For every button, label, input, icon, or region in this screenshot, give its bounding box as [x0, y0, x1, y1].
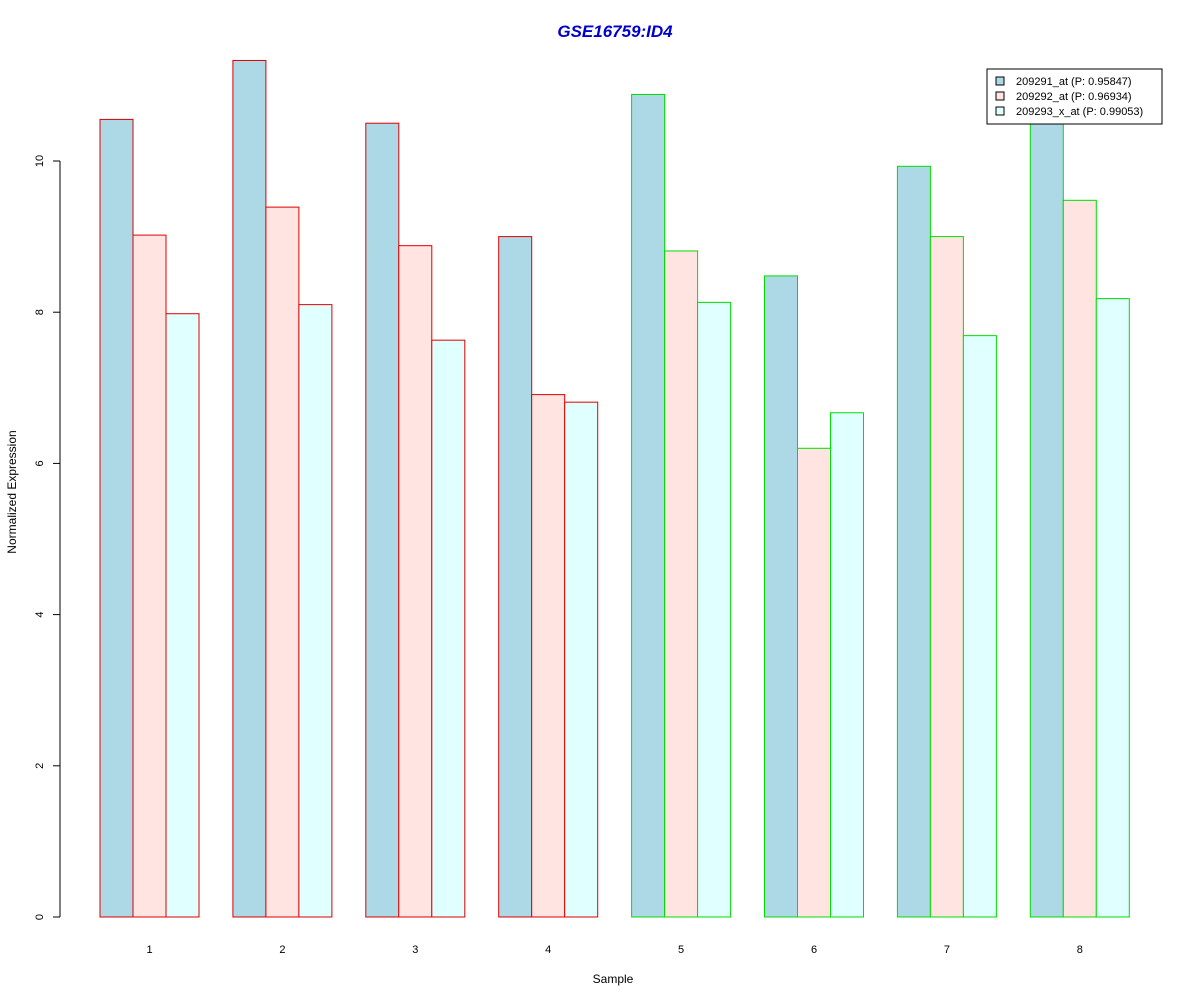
- x-tick-label: 5: [678, 944, 684, 956]
- y-tick-label: 2: [34, 763, 46, 769]
- bar: [498, 236, 533, 918]
- bar: [431, 339, 466, 918]
- bar-group: [764, 275, 864, 918]
- y-tick-label: 10: [34, 155, 46, 167]
- bar: [797, 447, 831, 918]
- x-tick-label: 4: [545, 944, 551, 956]
- y-tick-label: 0: [34, 914, 46, 920]
- bar: [664, 250, 699, 918]
- bar: [764, 275, 798, 918]
- y-tick-label: 4: [34, 612, 46, 618]
- bar: [1095, 298, 1130, 918]
- bar: [165, 313, 200, 918]
- bar: [265, 206, 300, 918]
- bar-group: [365, 122, 466, 918]
- legend-swatch: [995, 91, 1005, 101]
- bar: [962, 335, 997, 918]
- bar-group: [99, 118, 200, 918]
- x-tick-label: 3: [412, 944, 418, 956]
- y-tick-label: 6: [34, 460, 46, 466]
- bar-group: [631, 93, 732, 918]
- bar: [1062, 199, 1097, 918]
- legend-label: 209293_x_at (P: 0.99053): [1016, 106, 1143, 118]
- bar: [896, 165, 931, 918]
- chart-title: GSE16759:ID4: [557, 22, 673, 41]
- y-tick-label: 8: [34, 309, 46, 315]
- bar: [929, 236, 964, 918]
- bar-group: [896, 165, 997, 918]
- bar: [232, 59, 267, 918]
- x-tick-label: 7: [944, 944, 950, 956]
- bar-groups: [99, 59, 1130, 918]
- x-tick-label: 6: [811, 944, 817, 956]
- x-tick-label: 2: [279, 944, 285, 956]
- y-axis: 0 2 4 6 8 10: [34, 155, 61, 920]
- x-tick-label: 1: [146, 944, 152, 956]
- bar-group: [498, 236, 599, 918]
- legend-swatch: [995, 76, 1005, 86]
- bar: [132, 234, 167, 918]
- x-axis-tick-labels: 1 2 3 4 5 6 7 8: [146, 944, 1082, 956]
- bar: [830, 412, 864, 918]
- bar: [531, 394, 566, 918]
- legend: 209291_at (P: 0.95847) 209292_at (P: 0.96…: [986, 68, 1163, 125]
- bar: [1029, 111, 1064, 918]
- x-tick-label: 8: [1077, 944, 1083, 956]
- legend-label: 209292_at (P: 0.96934): [1016, 91, 1132, 103]
- x-axis-label: Sample: [593, 972, 634, 986]
- legend-label: 209291_at (P: 0.95847): [1016, 76, 1132, 88]
- bar-group: [232, 59, 333, 918]
- bar: [365, 122, 400, 918]
- legend-swatch: [995, 106, 1005, 116]
- bar: [564, 401, 599, 918]
- bar-group: [1029, 111, 1130, 918]
- bar: [398, 245, 433, 918]
- bar: [697, 301, 732, 918]
- y-axis-label: Normalized Expression: [5, 430, 19, 553]
- legend-box: [986, 68, 1163, 125]
- bar: [99, 118, 134, 918]
- bar: [298, 304, 333, 918]
- bar: [631, 93, 666, 918]
